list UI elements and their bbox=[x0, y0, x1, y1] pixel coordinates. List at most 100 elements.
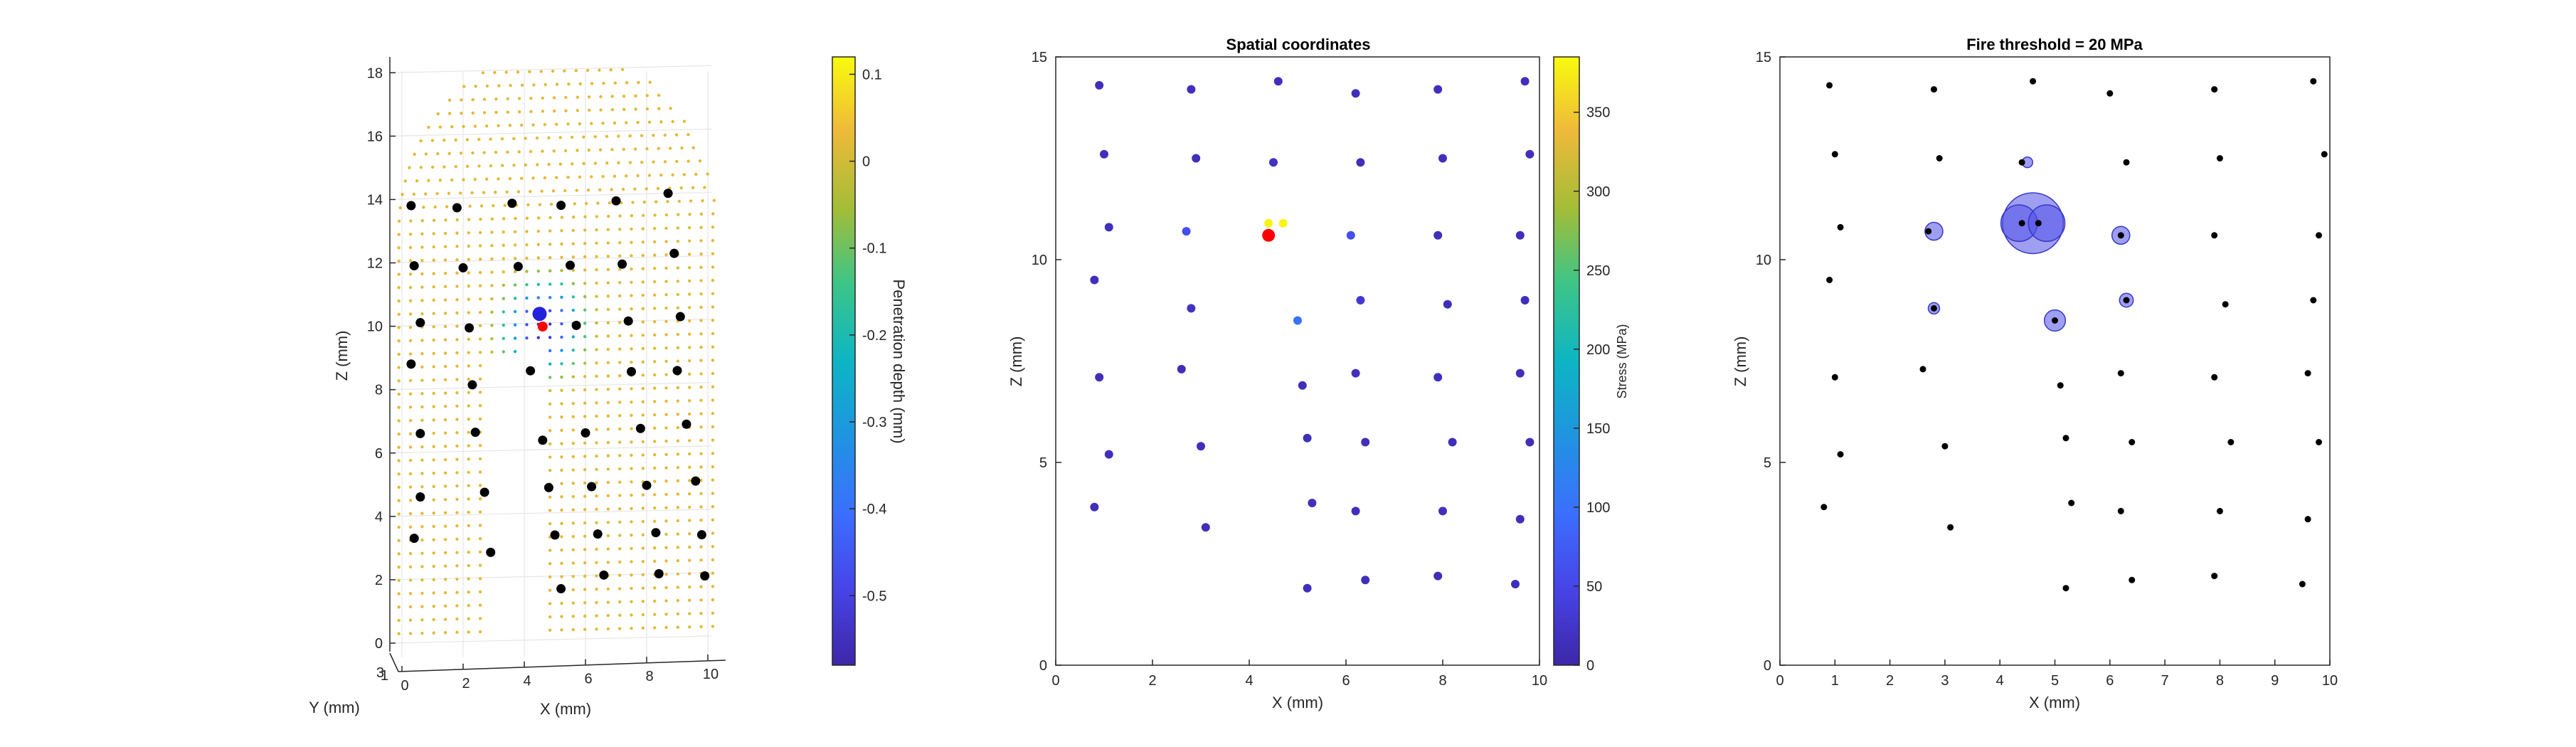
p1-electrode bbox=[618, 259, 627, 269]
p1-electrode bbox=[587, 482, 597, 492]
p1-surface-point bbox=[490, 324, 494, 327]
p1-surface-point bbox=[699, 319, 703, 322]
p1-surface-point bbox=[548, 549, 552, 552]
p1-surface-point bbox=[699, 505, 703, 509]
p3-data-point bbox=[1837, 223, 1844, 231]
p1-colorbar-ticks: 0.1 0 -0.1 -0.2 -0.3 -0.4 -0.5 bbox=[849, 67, 886, 604]
p1-surface-point bbox=[443, 551, 447, 555]
p1-surface-point bbox=[571, 162, 574, 166]
p1-surface-point bbox=[641, 440, 645, 444]
p1-surface-point bbox=[641, 600, 645, 603]
p1-surface-point bbox=[432, 445, 435, 448]
p1-surface-point bbox=[618, 600, 622, 604]
p1-surface-point bbox=[497, 124, 500, 127]
p1-surface-point bbox=[531, 176, 535, 180]
p1-surface-point bbox=[618, 374, 622, 378]
p1-surface-point bbox=[436, 112, 440, 116]
p1-surface-point bbox=[641, 533, 645, 537]
p1-surface-point bbox=[595, 481, 598, 484]
p1-surface-point bbox=[443, 338, 447, 341]
p1-surface-point bbox=[676, 519, 680, 523]
p1-grid-line-z bbox=[389, 191, 712, 201]
p1-surface-point bbox=[606, 467, 610, 471]
p1-z-tick-label: 14 bbox=[367, 192, 383, 208]
p1-surface-point bbox=[548, 562, 552, 566]
p1-surface-point bbox=[699, 465, 703, 469]
p1-surface-point bbox=[652, 426, 657, 430]
p1-surface-point bbox=[671, 173, 674, 176]
p1-surface-point bbox=[408, 232, 413, 236]
p1-surface-point bbox=[595, 561, 598, 564]
p1-surface-point bbox=[536, 216, 541, 220]
p1-surface-point bbox=[443, 511, 447, 515]
p1-surface-point bbox=[512, 137, 516, 141]
p1-surface-point bbox=[478, 284, 482, 287]
p1-surface-point bbox=[408, 432, 413, 435]
p1-electrode bbox=[406, 359, 416, 369]
p1-surface-point bbox=[628, 161, 632, 164]
p1-surface-point bbox=[455, 245, 459, 248]
p3-data-point bbox=[1826, 82, 1833, 89]
p1-surface-point bbox=[664, 213, 669, 217]
p1-surface-point bbox=[595, 348, 598, 351]
p1-surface-point bbox=[502, 230, 505, 234]
p1-surface-point bbox=[514, 216, 517, 221]
p1-surface-point bbox=[548, 588, 552, 592]
p1-surface-point bbox=[570, 135, 574, 139]
p1-surface-point bbox=[676, 612, 680, 616]
p1-surface-point bbox=[490, 297, 494, 301]
p1-surface-point bbox=[432, 285, 435, 289]
p1-surface-point bbox=[711, 238, 715, 243]
p1-surface-point bbox=[455, 351, 459, 355]
p1-surface-point bbox=[420, 512, 424, 515]
p1-zlabel: Z (mm) bbox=[333, 331, 351, 381]
p1-surface-point bbox=[490, 217, 494, 221]
p1-surface-point bbox=[397, 326, 401, 329]
p1-surface-point bbox=[645, 94, 649, 97]
p1-surface-point bbox=[443, 418, 447, 422]
p1-surface-point bbox=[548, 229, 552, 233]
p1-electrode bbox=[566, 260, 575, 270]
p1-surface-point bbox=[571, 534, 575, 539]
p1-surface-point bbox=[560, 521, 563, 525]
p1-surface-point bbox=[699, 359, 703, 362]
p3-xlabel: X (mm) bbox=[2029, 694, 2080, 711]
p1-surface-point bbox=[640, 160, 644, 164]
p2-colorbar-tick-label: 300 bbox=[1586, 184, 1610, 200]
p1-surface-point bbox=[516, 70, 520, 74]
p1-surface-point bbox=[548, 429, 552, 433]
p2-data-point bbox=[1187, 85, 1196, 94]
p1-surface-point bbox=[397, 605, 401, 609]
p1-surface-point bbox=[699, 265, 703, 269]
p1-surface-point bbox=[652, 506, 657, 510]
p1-electrode bbox=[700, 571, 710, 581]
p1-surface-point bbox=[688, 399, 691, 403]
p1-surface-point bbox=[467, 524, 470, 528]
p1-z-tick-label: 4 bbox=[375, 509, 383, 525]
p1-surface-point bbox=[560, 495, 563, 499]
p1-surface-point bbox=[606, 534, 610, 538]
p1-surface-point bbox=[455, 511, 459, 514]
p1-surface-point bbox=[606, 547, 610, 551]
p2-data-point bbox=[1192, 154, 1201, 163]
p1-surface-point bbox=[419, 139, 423, 143]
p1-surface-point bbox=[558, 136, 562, 139]
p1-surface-point bbox=[535, 163, 539, 166]
p1-surface-point bbox=[478, 310, 482, 314]
p1-surface-point bbox=[552, 149, 556, 153]
p1-surface-point bbox=[478, 536, 482, 541]
p1-surface-point bbox=[659, 173, 663, 177]
p3-data-point bbox=[2216, 155, 2223, 161]
p2-data-point bbox=[1361, 576, 1370, 585]
p1-surface-point bbox=[595, 614, 598, 618]
p1-surface-point bbox=[648, 80, 652, 84]
p2-data-point bbox=[1104, 450, 1113, 459]
p1-surface-point bbox=[652, 333, 657, 337]
p1-surface-point bbox=[583, 494, 587, 498]
p1-surface-point bbox=[560, 482, 563, 485]
p1-surface-point bbox=[548, 376, 552, 379]
p1-surface-point bbox=[455, 378, 459, 381]
p1-surface-point bbox=[490, 257, 494, 261]
p1-surface-point bbox=[606, 228, 610, 231]
p1-surface-point bbox=[455, 630, 459, 635]
